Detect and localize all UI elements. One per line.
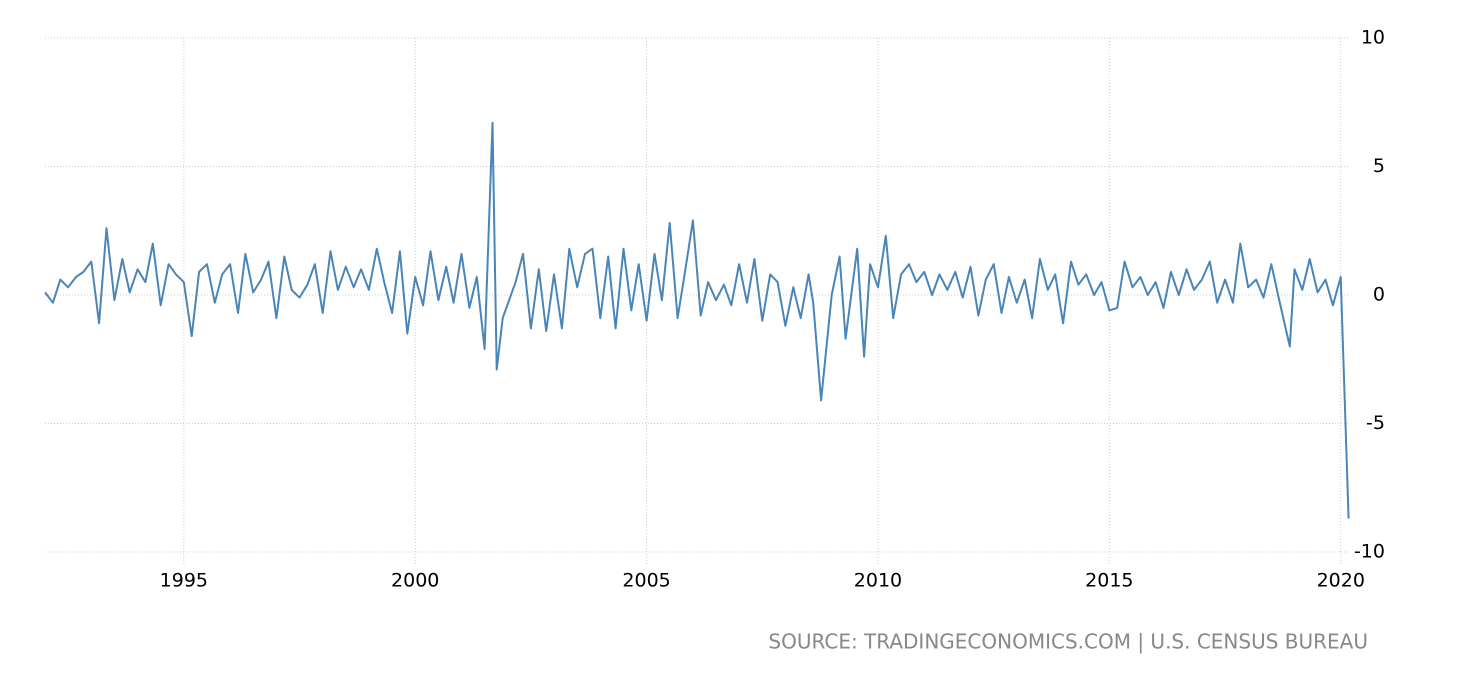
data-line <box>44 121 1350 519</box>
x-tick-label: 2000 <box>391 570 439 592</box>
y-tick-label: 0 <box>1373 284 1385 306</box>
y-tick-label: -10 <box>1354 541 1385 563</box>
x-tick-label: 2005 <box>622 570 670 592</box>
source: SOURCE: TRADINGECONOMICS.COM | U.S. CENS… <box>768 630 1368 654</box>
x-tick-label: 1995 <box>160 570 208 592</box>
x-tick-label: 2020 <box>1317 570 1365 592</box>
x-tick-label: 2010 <box>854 570 902 592</box>
y-tick-label: 5 <box>1373 155 1385 177</box>
x-tick-label: 2015 <box>1085 570 1133 592</box>
y-tick-label: -5 <box>1366 412 1385 434</box>
y-tick-label: 10 <box>1361 27 1385 49</box>
